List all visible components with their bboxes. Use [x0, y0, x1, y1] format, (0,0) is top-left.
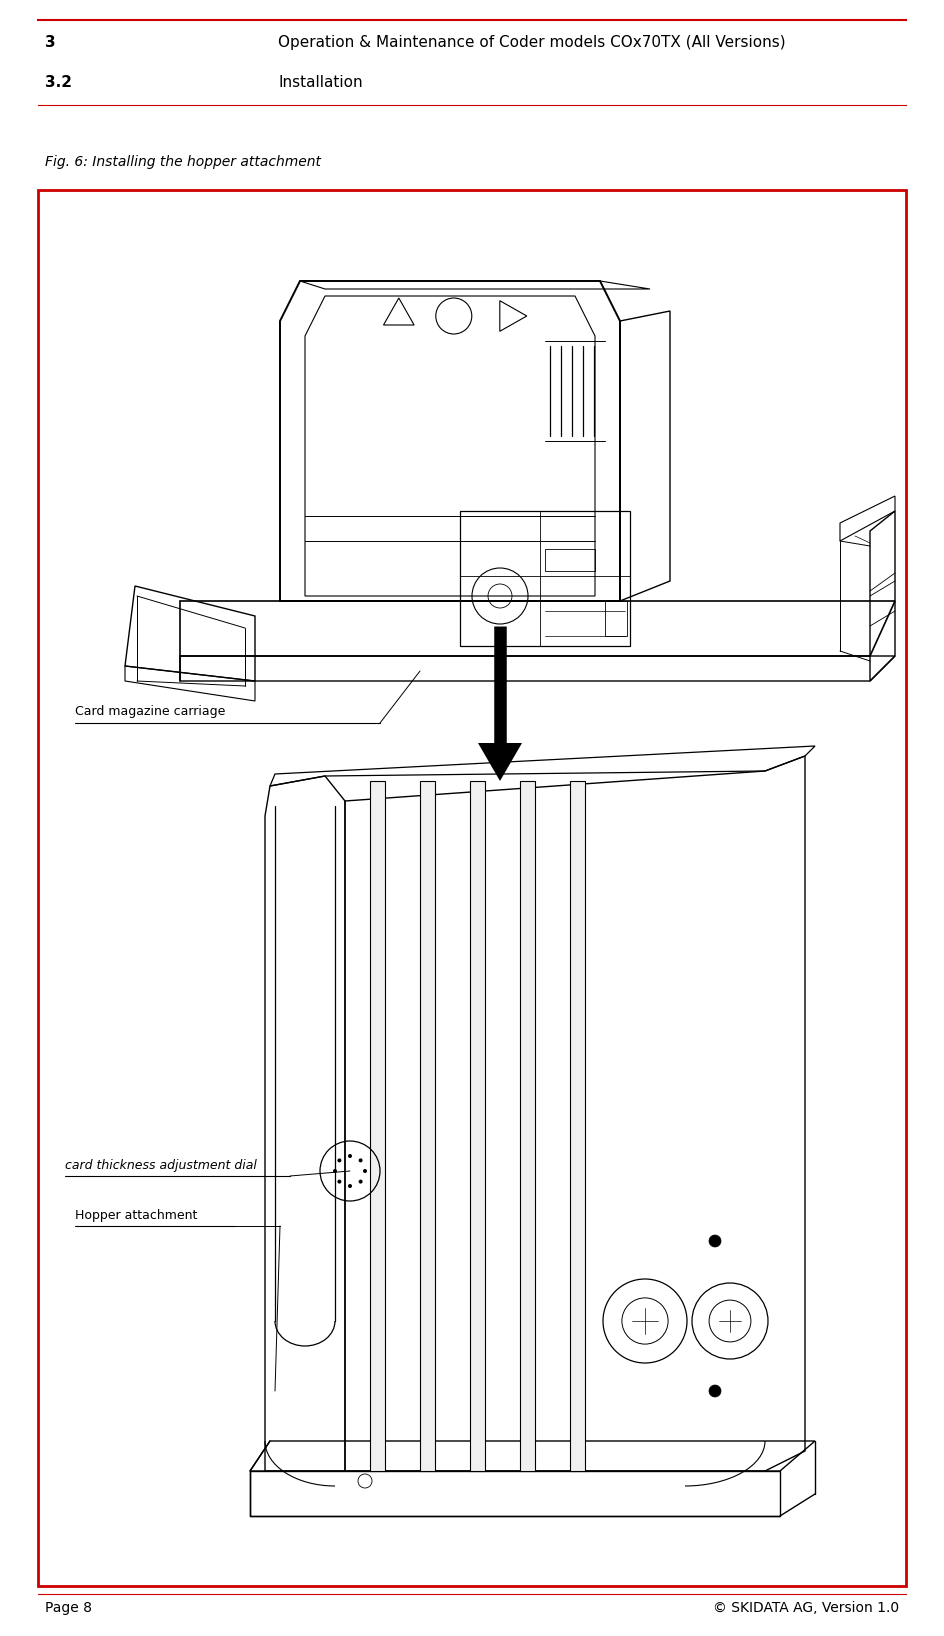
Text: Fig. 6: Installing the hopper attachment: Fig. 6: Installing the hopper attachment: [45, 155, 321, 169]
Polygon shape: [420, 780, 435, 1471]
Polygon shape: [370, 780, 385, 1471]
Circle shape: [359, 1158, 362, 1163]
Text: © SKIDATA AG, Version 1.0: © SKIDATA AG, Version 1.0: [713, 1602, 899, 1615]
Polygon shape: [520, 780, 535, 1471]
Bar: [38, 190, 906, 1585]
Circle shape: [337, 1158, 342, 1163]
Text: Installation: Installation: [278, 75, 363, 90]
Text: Card magazine carriage: Card magazine carriage: [75, 705, 226, 718]
Circle shape: [337, 1180, 342, 1183]
Polygon shape: [478, 743, 522, 780]
Circle shape: [348, 1184, 352, 1188]
Text: Operation & Maintenance of Coder models COx70TX (All Versions): Operation & Maintenance of Coder models …: [278, 34, 786, 51]
Text: Hopper attachment: Hopper attachment: [75, 1209, 197, 1222]
Text: card thickness adjustment dial: card thickness adjustment dial: [65, 1160, 257, 1173]
Circle shape: [348, 1153, 352, 1158]
Text: 3.2: 3.2: [45, 75, 72, 90]
Text: 3: 3: [45, 34, 56, 51]
Polygon shape: [570, 780, 585, 1471]
Circle shape: [363, 1170, 367, 1173]
Text: Page 8: Page 8: [45, 1602, 92, 1615]
Polygon shape: [470, 780, 485, 1471]
Circle shape: [359, 1180, 362, 1183]
Circle shape: [709, 1386, 721, 1397]
Bar: [605, 600, 627, 636]
Circle shape: [709, 1235, 721, 1247]
Bar: [545, 550, 595, 571]
Circle shape: [333, 1170, 337, 1173]
